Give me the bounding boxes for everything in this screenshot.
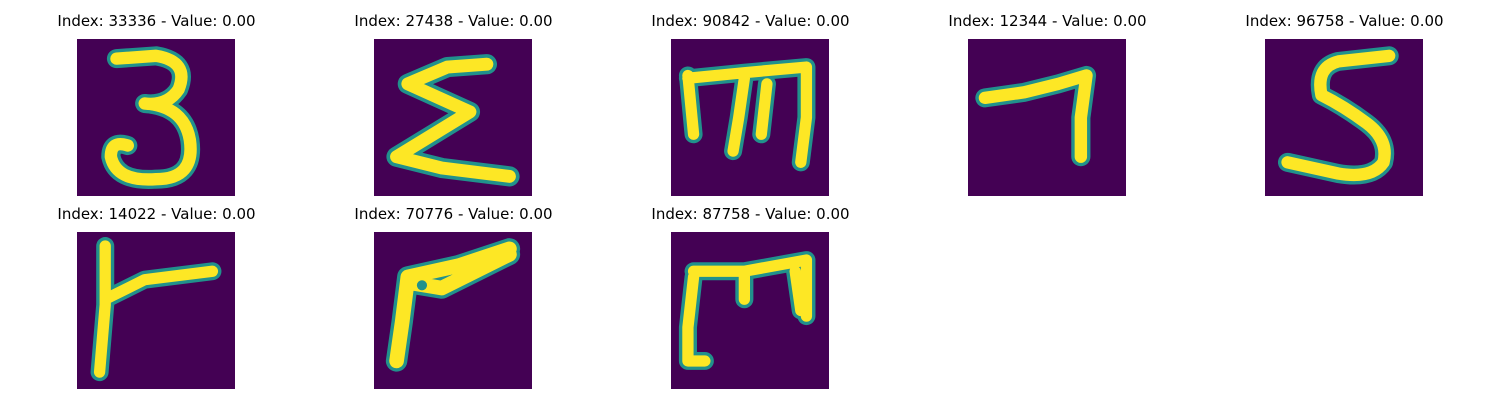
panel-title: Index: 70776 - Value: 0.00 [354,205,553,223]
digit-image [671,39,829,196]
digit-image [968,39,1126,196]
panel-title: Index: 14022 - Value: 0.00 [57,205,256,223]
digit-image [77,39,235,196]
panel-title: Index: 87758 - Value: 0.00 [651,205,850,223]
panel-title: Index: 12344 - Value: 0.00 [948,12,1147,30]
digit-image [1265,39,1423,196]
panel-7: Index: 70776 - Value: 0.00 [305,205,602,395]
digit-image [671,232,829,389]
digit-image [77,232,235,389]
digit-image [374,232,532,389]
panel-1: Index: 33336 - Value: 0.00 [8,12,305,202]
panel-2: Index: 27438 - Value: 0.00 [305,12,602,202]
panel-5: Index: 96758 - Value: 0.00 [1196,12,1493,202]
panel-title: Index: 33336 - Value: 0.00 [57,12,256,30]
panel-4: Index: 12344 - Value: 0.00 [899,12,1196,202]
panel-title: Index: 90842 - Value: 0.00 [651,12,850,30]
panel-8: Index: 87758 - Value: 0.00 [602,205,899,395]
panel-6: Index: 14022 - Value: 0.00 [8,205,305,395]
panel-title: Index: 27438 - Value: 0.00 [354,12,553,30]
panel-3: Index: 90842 - Value: 0.00 [602,12,899,202]
digit-image [374,39,532,196]
panel-title: Index: 96758 - Value: 0.00 [1245,12,1444,30]
